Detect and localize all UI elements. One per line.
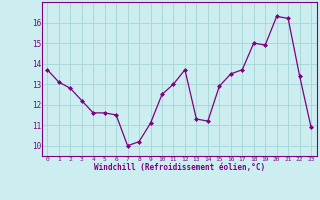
X-axis label: Windchill (Refroidissement éolien,°C): Windchill (Refroidissement éolien,°C) xyxy=(94,163,265,172)
